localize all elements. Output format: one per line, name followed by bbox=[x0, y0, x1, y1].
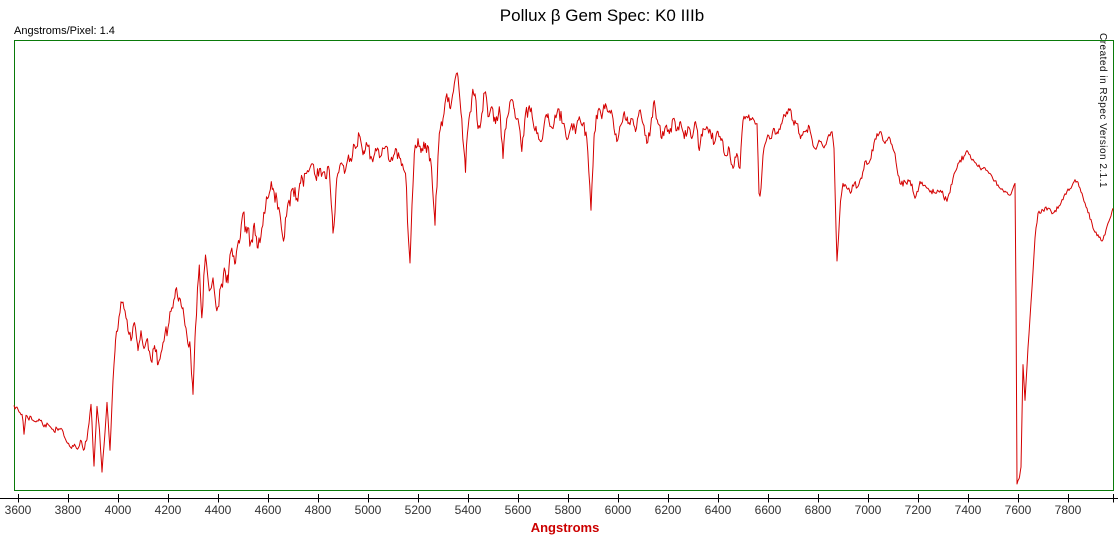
x-tick-label: 6600 bbox=[754, 503, 782, 517]
x-tick-label: 5800 bbox=[554, 503, 582, 517]
x-tick-label: 6000 bbox=[604, 503, 632, 517]
x-tick-label: 5000 bbox=[354, 503, 382, 517]
x-tick-label: 7200 bbox=[904, 503, 932, 517]
x-tick-label: 6400 bbox=[704, 503, 732, 517]
x-axis bbox=[0, 494, 1118, 503]
angstroms-per-pixel-label: Angstroms/Pixel: 1.4 bbox=[14, 25, 115, 37]
x-tick-label: 4800 bbox=[304, 503, 332, 517]
x-tick-label: 5600 bbox=[504, 503, 532, 517]
x-tick-label: 7400 bbox=[954, 503, 982, 517]
spectrum-trace bbox=[13, 72, 1114, 485]
x-tick-label: 3800 bbox=[54, 503, 82, 517]
watermark-text: Created in RSpec Version 2.1.1 bbox=[1097, 33, 1108, 189]
x-tick-label: 7800 bbox=[1054, 503, 1082, 517]
x-tick-label: 4200 bbox=[154, 503, 182, 517]
x-axis-title: Angstroms bbox=[530, 520, 600, 535]
x-tick-label: 4400 bbox=[204, 503, 232, 517]
x-tick-label: 6200 bbox=[654, 503, 682, 517]
x-tick-label: 7000 bbox=[854, 503, 882, 517]
chart-title: Pollux β Gem Spec: K0 IIIb bbox=[499, 6, 705, 25]
x-tick-label: 6800 bbox=[804, 503, 832, 517]
plot-border bbox=[14, 40, 1114, 491]
x-tick-label: 4000 bbox=[104, 503, 132, 517]
x-tick-label: 5400 bbox=[454, 503, 482, 517]
x-tick-label: 3600 bbox=[4, 503, 32, 517]
x-tick-label: 7600 bbox=[1004, 503, 1032, 517]
x-tick-label: 4600 bbox=[254, 503, 282, 517]
x-tick-label: 5200 bbox=[404, 503, 432, 517]
